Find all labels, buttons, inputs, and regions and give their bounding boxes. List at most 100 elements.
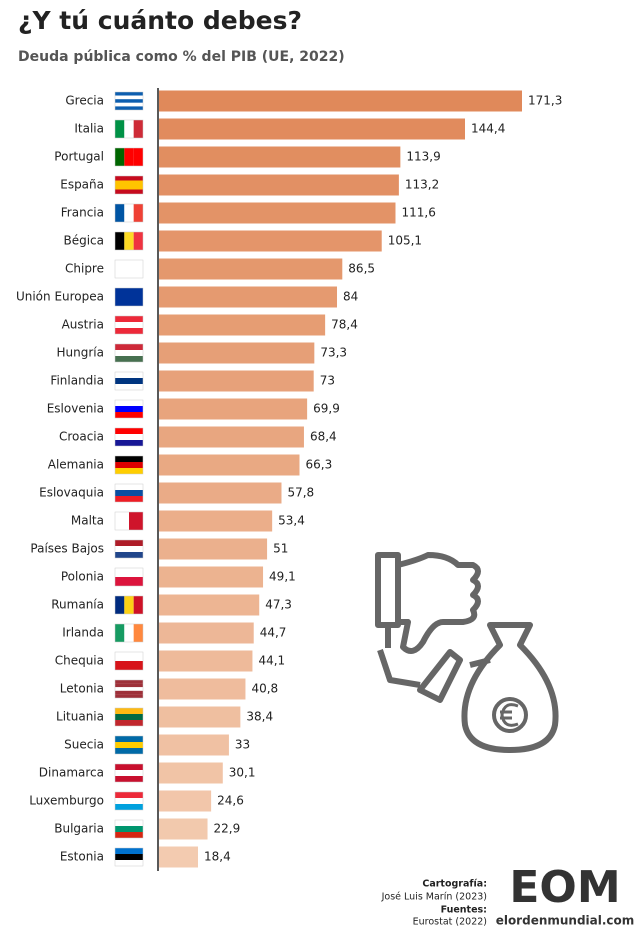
bar	[159, 594, 260, 616]
flag-stripe	[115, 568, 143, 577]
flag-stripe	[115, 736, 143, 742]
bar	[159, 650, 253, 672]
flag-stripe	[124, 120, 134, 138]
flag-stripe	[115, 680, 143, 684]
flag-stripe	[124, 596, 134, 614]
flag-stripe	[115, 378, 143, 384]
bar	[159, 314, 326, 336]
flag-stripe	[115, 260, 143, 278]
flag-stripe	[115, 720, 143, 726]
value-label: 33	[235, 738, 250, 752]
flag	[114, 567, 144, 587]
flag-border	[114, 567, 144, 587]
flag-border	[114, 203, 144, 223]
flag-border	[114, 595, 144, 615]
chart-title: ¿Y tú cuánto debes?	[18, 6, 302, 35]
value-label: 73	[320, 374, 335, 388]
flag-border	[114, 735, 144, 755]
flag-stripe	[115, 770, 143, 776]
flag	[114, 259, 144, 279]
bar	[159, 482, 282, 504]
flag-stripe	[115, 328, 143, 334]
value-label: 73,3	[320, 346, 347, 360]
flag-border	[114, 259, 144, 279]
flag-stripe	[115, 577, 143, 586]
bar	[159, 398, 308, 420]
category-label: Letonia	[60, 682, 104, 696]
value-label: 84	[343, 290, 358, 304]
flag-stripe	[133, 148, 143, 166]
flag-border	[114, 119, 144, 139]
flag-stripe	[115, 546, 143, 552]
value-label: 78,4	[331, 318, 358, 332]
bar	[159, 202, 396, 224]
flag-border	[114, 399, 144, 419]
category-label: Dinamarca	[39, 766, 104, 780]
flag	[114, 847, 144, 867]
category-label: Países Bajos	[30, 542, 104, 556]
flag-border	[114, 175, 144, 195]
flag-stripe	[115, 512, 129, 530]
flag-stripe	[115, 848, 143, 854]
flag-stripe	[115, 683, 143, 688]
flag	[114, 595, 144, 615]
bar	[159, 818, 208, 840]
flag-border	[114, 371, 144, 391]
category-label: Lituania	[56, 710, 104, 724]
category-label: Eslovaquia	[39, 486, 104, 500]
flag-stripe	[115, 714, 143, 720]
flag-border	[114, 147, 144, 167]
flag-stripe	[124, 624, 134, 642]
bar	[159, 426, 304, 448]
category-label: Luxemburgo	[29, 794, 104, 808]
category-label: Hungría	[57, 346, 104, 360]
flag-stripe	[115, 832, 143, 838]
value-label: 111,6	[401, 206, 435, 220]
flag-stripe	[115, 462, 143, 468]
flag-stripe	[115, 708, 143, 714]
value-label: 171,3	[528, 94, 562, 108]
category-label: Eslovenia	[47, 402, 104, 416]
category-label: Bégica	[63, 234, 104, 248]
flag-stripe	[115, 860, 143, 866]
bar	[159, 790, 212, 812]
flag-stripe	[115, 350, 143, 356]
flag-border	[114, 343, 144, 363]
category-label: Unión Europea	[16, 290, 104, 304]
flag	[114, 679, 144, 699]
flag	[114, 315, 144, 335]
flag-stripe	[129, 512, 143, 530]
flag-stripe	[115, 798, 143, 804]
category-label: Finlandia	[50, 374, 104, 388]
flag-stripe	[115, 185, 143, 190]
flag	[114, 175, 144, 195]
flag-stripe	[115, 434, 143, 440]
credit-label: Cartografía:	[422, 879, 487, 890]
value-label: 144,4	[471, 122, 505, 136]
flag-border	[114, 483, 144, 503]
flag	[114, 651, 144, 671]
bar	[159, 622, 254, 644]
flag-stripe	[115, 356, 143, 362]
flag-border	[114, 511, 144, 531]
flag-stripe	[115, 372, 143, 378]
flag-stripe	[133, 596, 143, 614]
flag-border	[114, 679, 144, 699]
flag	[114, 707, 144, 727]
flag-stripe	[115, 748, 143, 754]
flag-stripe	[115, 440, 143, 446]
flag	[114, 119, 144, 139]
flag-stripe	[133, 232, 143, 250]
flag-stripe	[133, 204, 143, 222]
logo-site: elordenmundial.com	[496, 914, 635, 928]
bar	[159, 342, 315, 364]
value-label: 86,5	[348, 262, 375, 276]
flag-stripe	[115, 400, 143, 406]
category-label: Bulgaria	[54, 822, 104, 836]
bar	[159, 538, 268, 560]
flag-border	[114, 819, 144, 839]
category-label: Portugal	[54, 150, 104, 164]
bar	[159, 454, 300, 476]
flag-stripe	[115, 490, 143, 496]
